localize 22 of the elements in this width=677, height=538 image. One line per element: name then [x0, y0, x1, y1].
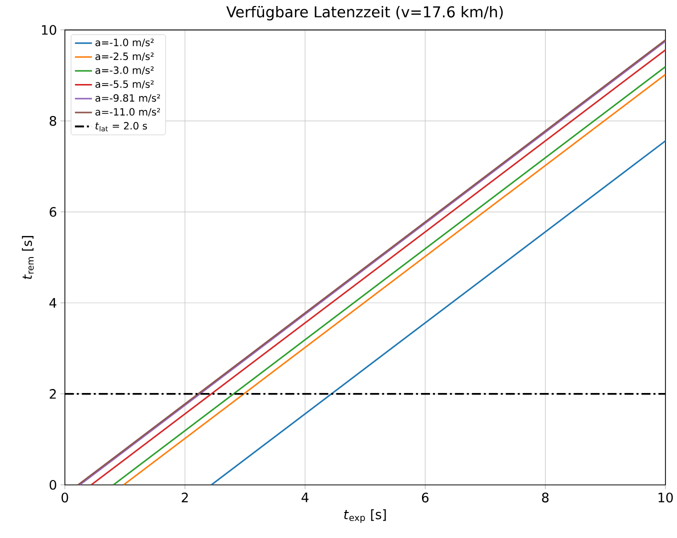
- legend-label: a=-11.0 m/s²: [95, 108, 160, 117]
- x-tick-label: 4: [302, 492, 308, 502]
- x-tick-label: 0: [62, 492, 68, 503]
- chart-title: Verfügbare Latenzzeit (v=17.6 km/h): [226, 6, 503, 21]
- y-tick-label: 2: [50, 389, 56, 399]
- y-tick-label: 8: [50, 116, 56, 126]
- x-axis-title: t$_{exp}$ [s]: [344, 509, 386, 523]
- x-tick-label: 8: [542, 492, 549, 503]
- y-axis-title: t$_{rem}$ [s]: [22, 236, 34, 280]
- x-tick-label: 2: [182, 492, 188, 502]
- x-tick-label: 6: [422, 492, 428, 503]
- legend-label: a=-3.0 m/s²: [95, 66, 154, 75]
- legend-label: a=-9.81 m/s²: [95, 94, 160, 103]
- legend-label: a=-5.5 m/s²: [95, 80, 154, 89]
- y-tick-label: 0: [50, 480, 56, 490]
- x-tick-label: 10: [658, 492, 673, 503]
- y-tick-label: 4: [49, 298, 56, 308]
- legend-label: a=-2.5 m/s²: [95, 52, 154, 62]
- legend-label: a=-1.0 m/s²: [95, 38, 154, 48]
- y-tick-label: 10: [42, 25, 56, 35]
- y-tick-label: 6: [50, 207, 56, 217]
- legend-label: t$_{lat}$ = 2.0 s: [96, 122, 147, 132]
